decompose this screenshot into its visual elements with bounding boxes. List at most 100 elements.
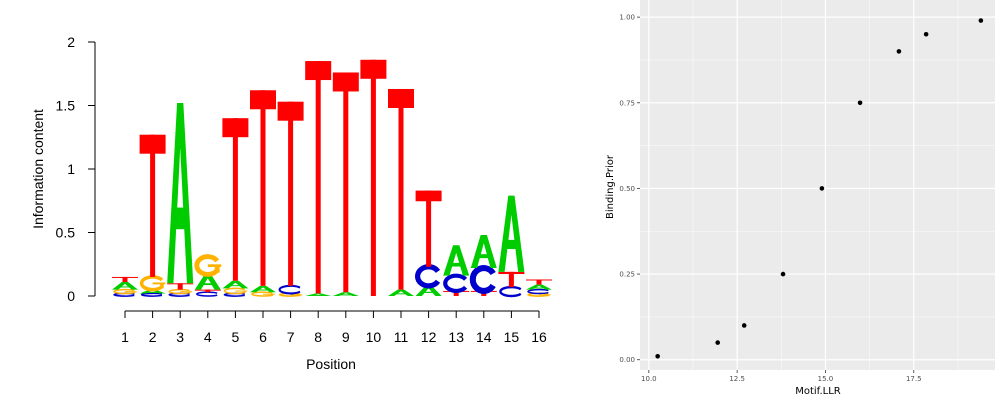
logo-letter-T xyxy=(250,90,276,286)
logo-letter-a-crossbar xyxy=(172,207,188,230)
logo-letter-g-bar xyxy=(263,293,275,295)
logo-letter-A xyxy=(388,289,414,296)
logo-letter-C xyxy=(278,284,301,295)
logo-x-axis: 1 2 3 4 5 6 7 8 9 10 11 12 13 14 15 16 xyxy=(121,310,547,345)
logo-letter-c-arc xyxy=(140,292,163,297)
scatter-point xyxy=(741,323,747,328)
logo-x-tick-label: 6 xyxy=(259,329,267,345)
logo-letter-a-body xyxy=(443,245,470,276)
logo-letter-g-arc xyxy=(194,254,220,277)
logo-letter-t-stem xyxy=(370,59,376,296)
logo-letter-T xyxy=(360,59,387,296)
logo-letter-C xyxy=(443,273,468,294)
logo-letter-t-stem xyxy=(398,88,404,290)
logo-letter-g-spur xyxy=(299,294,301,297)
logo-letter-T xyxy=(415,190,442,267)
logo-letter-C xyxy=(140,292,163,297)
logo-letter-a-crossbar xyxy=(531,287,547,289)
logo-letter-A xyxy=(167,102,194,284)
logo-letter-a-crossbar xyxy=(200,283,216,286)
logo-letter-t-stem xyxy=(260,90,266,286)
logo-letter-t-stem xyxy=(177,283,183,290)
scatter-point xyxy=(923,31,929,37)
logo-letter-A xyxy=(139,289,166,294)
logo-letter-T xyxy=(498,271,525,288)
logo-letter-A xyxy=(415,285,442,296)
logo-x-tick-label: 12 xyxy=(421,329,437,345)
logo-x-tick-label: 8 xyxy=(314,329,322,345)
scatter-point xyxy=(819,186,825,191)
logo-letter-g-bar xyxy=(152,282,166,285)
logo-letter-t-stem xyxy=(288,101,294,286)
logo-letter-g-bar xyxy=(180,291,192,293)
logo-y-axis-label: Information content xyxy=(30,109,46,229)
logo-letter-T xyxy=(305,61,332,294)
logo-letter-G xyxy=(113,288,137,295)
scatter-y-tick-label: 0.75 xyxy=(619,99,635,107)
logo-letter-A xyxy=(305,293,332,296)
logo-letter-g-bar xyxy=(207,264,222,268)
logo-letter-g-spur xyxy=(160,283,164,289)
logo-letter-a-crossbar xyxy=(145,291,160,293)
logo-letter-g-arc xyxy=(139,275,164,292)
logo-letter-g-arc xyxy=(168,288,190,295)
scatter-y-tick-label: 0.00 xyxy=(619,356,635,364)
scatter-chart: 10.0 12.5 15.0 17.5 0.00 0.25 0.50 0.75 1.00 Mot… xyxy=(605,0,995,397)
scatter-x-tick-label: 10.0 xyxy=(641,375,657,383)
scatter-y-axis-label: Binding.Prior xyxy=(605,154,616,219)
logo-letter-g-spur xyxy=(188,291,191,294)
logo-y-axis: 0 0.5 1 1.5 2 xyxy=(56,34,96,304)
scatter-point xyxy=(896,49,902,54)
logo-letter-a-body xyxy=(498,195,525,272)
logo-letter-g-bar xyxy=(290,294,303,296)
scatter-point xyxy=(715,340,721,345)
logo-letter-A xyxy=(526,284,552,290)
logo-letter-C xyxy=(469,265,496,294)
logo-letter-T xyxy=(167,283,194,290)
logo-letter-g-arc xyxy=(251,291,273,297)
logo-letter-g-spur xyxy=(214,265,220,273)
logo-letter-c-arc xyxy=(469,265,496,294)
logo-letter-a-body xyxy=(167,102,194,284)
logo-y-tick-label: 0 xyxy=(67,288,75,304)
logo-x-axis-label: Position xyxy=(306,356,356,372)
logo-letter-T xyxy=(222,118,249,281)
logo-letter-A xyxy=(194,274,221,290)
logo-letter-c-arc xyxy=(527,288,549,295)
logo-letter-g-bar xyxy=(539,294,551,296)
logo-letter-G xyxy=(251,291,275,297)
logo-letter-a-crossbar xyxy=(476,254,492,259)
logo-letter-a-body xyxy=(388,289,414,296)
logo-letter-a-body xyxy=(415,285,442,296)
logo-letter-g-bar xyxy=(235,290,248,292)
logo-x-tick-label: 5 xyxy=(232,329,240,345)
logo-letter-A xyxy=(443,245,470,276)
logo-x-tick-label: 14 xyxy=(476,329,492,345)
logo-x-tick-label: 4 xyxy=(204,329,212,345)
logo-x-tick-label: 3 xyxy=(176,329,184,345)
scatter-y-tick-label: 0.50 xyxy=(619,185,635,193)
logo-letter-C xyxy=(415,264,441,289)
logo-letter-g-spur xyxy=(271,294,274,296)
logo-x-tick-label: 2 xyxy=(149,329,157,345)
logo-letter-a-body xyxy=(250,285,276,293)
scatter-point xyxy=(655,353,660,359)
logo-letter-a-crossbar xyxy=(448,262,464,267)
logo-x-tick-label: 11 xyxy=(394,329,409,345)
logo-letter-C xyxy=(196,291,218,297)
scatter-plot-panel xyxy=(640,0,995,370)
logo-letter-T xyxy=(277,101,304,286)
logo-letter-a-crossbar xyxy=(255,289,271,291)
logo-x-tick-label: 13 xyxy=(448,329,464,345)
logo-letter-t-stem xyxy=(232,118,238,281)
logo-letter-t-stem xyxy=(343,72,349,293)
logo-letter-stacks xyxy=(112,59,552,298)
logo-letter-a-body xyxy=(194,274,221,290)
logo-letter-C xyxy=(499,285,522,298)
logo-letter-a-body xyxy=(470,235,497,269)
logo-letter-a-crossbar xyxy=(310,294,326,296)
scatter-axes: 10.0 12.5 15.0 17.5 0.00 0.25 0.50 0.75 1.00 xyxy=(619,14,921,383)
logo-letter-A xyxy=(332,292,359,296)
logo-letter-t-stem xyxy=(150,134,156,277)
